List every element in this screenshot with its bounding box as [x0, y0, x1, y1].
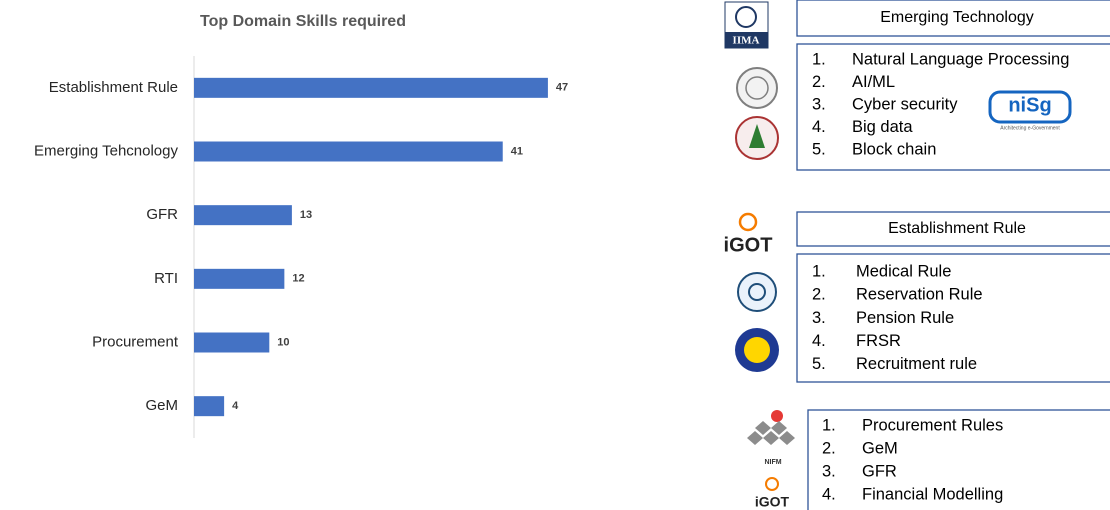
logo-npc	[744, 337, 770, 363]
chart-title: Top Domain Skills required	[200, 13, 406, 30]
item-number: 5.	[812, 355, 826, 373]
item-text: Recruitment rule	[856, 355, 977, 373]
bar	[194, 332, 270, 353]
value-label: 41	[511, 145, 523, 157]
bar	[194, 205, 292, 226]
item-number: 2.	[812, 286, 826, 304]
logo-tree	[749, 124, 765, 148]
logo-text: iGOT	[724, 234, 773, 256]
item-number: 3.	[812, 95, 826, 113]
item-text: Reservation Rule	[856, 286, 983, 304]
bar	[194, 141, 503, 162]
item-text: Cyber security	[852, 95, 958, 113]
logo-seal	[748, 283, 766, 301]
panel-header: Establishment Rule	[888, 220, 1026, 237]
item-text: Block chain	[852, 140, 936, 158]
value-label: 12	[292, 273, 304, 285]
logo-text: iGOT	[755, 494, 790, 510]
logo-iima: IIMA	[724, 1, 769, 49]
item-text: GeM	[862, 439, 898, 457]
bar	[194, 396, 225, 417]
logo-igot: iGOT	[724, 212, 773, 256]
category-label: GFR	[146, 206, 178, 223]
value-label: 10	[277, 336, 289, 348]
logo-seal	[745, 76, 769, 100]
item-number: 4.	[822, 485, 836, 503]
value-label: 4	[232, 400, 239, 412]
item-text: Natural Language Processing	[852, 50, 1069, 68]
list-box	[796, 253, 1110, 383]
category-label: GeM	[145, 397, 178, 414]
item-text: Big data	[852, 118, 913, 136]
bar	[194, 77, 548, 98]
logo-tag: Architecting e-Government	[1000, 125, 1060, 131]
category-label: RTI	[154, 270, 178, 287]
logo-seal	[737, 272, 777, 312]
logo-text: niSg	[1008, 94, 1051, 116]
item-text: Medical Rule	[856, 262, 951, 280]
item-number: 1.	[812, 262, 826, 280]
category-label: Establishment Rule	[49, 79, 178, 96]
item-text: Financial Modelling	[862, 485, 1003, 503]
value-label: 13	[300, 209, 312, 221]
logo-text: NIFM	[764, 459, 781, 466]
item-number: 1.	[822, 416, 836, 434]
logo-nifm: NIFM	[747, 410, 795, 466]
logo-text: IIMA	[733, 35, 760, 47]
item-number: 4.	[812, 332, 826, 350]
logo-seal	[736, 67, 778, 109]
header-box	[796, 211, 1110, 247]
item-text: Pension Rule	[856, 309, 954, 327]
header-box	[796, 0, 1110, 37]
logo-nisg: niSg Architecting e-Government	[988, 90, 1072, 131]
item-number: 3.	[822, 462, 836, 480]
item-text: Procurement Rules	[862, 416, 1003, 434]
item-number: 5.	[812, 140, 826, 158]
item-number: 1.	[812, 50, 826, 68]
item-number: 3.	[812, 309, 826, 327]
item-text: FRSR	[856, 332, 901, 350]
item-text: AI/ML	[852, 73, 895, 91]
item-text: GFR	[862, 462, 897, 480]
category-label: Procurement	[92, 333, 179, 350]
logo-igot: iGOT	[755, 477, 790, 510]
item-number: 2.	[822, 439, 836, 457]
panel-header: Emerging Technology	[880, 9, 1034, 26]
item-number: 4.	[812, 118, 826, 136]
value-label: 47	[556, 82, 568, 94]
list-box	[807, 409, 1110, 510]
item-number: 2.	[812, 73, 826, 91]
category-label: Emerging Tehcnology	[34, 142, 178, 159]
bar	[194, 268, 285, 289]
